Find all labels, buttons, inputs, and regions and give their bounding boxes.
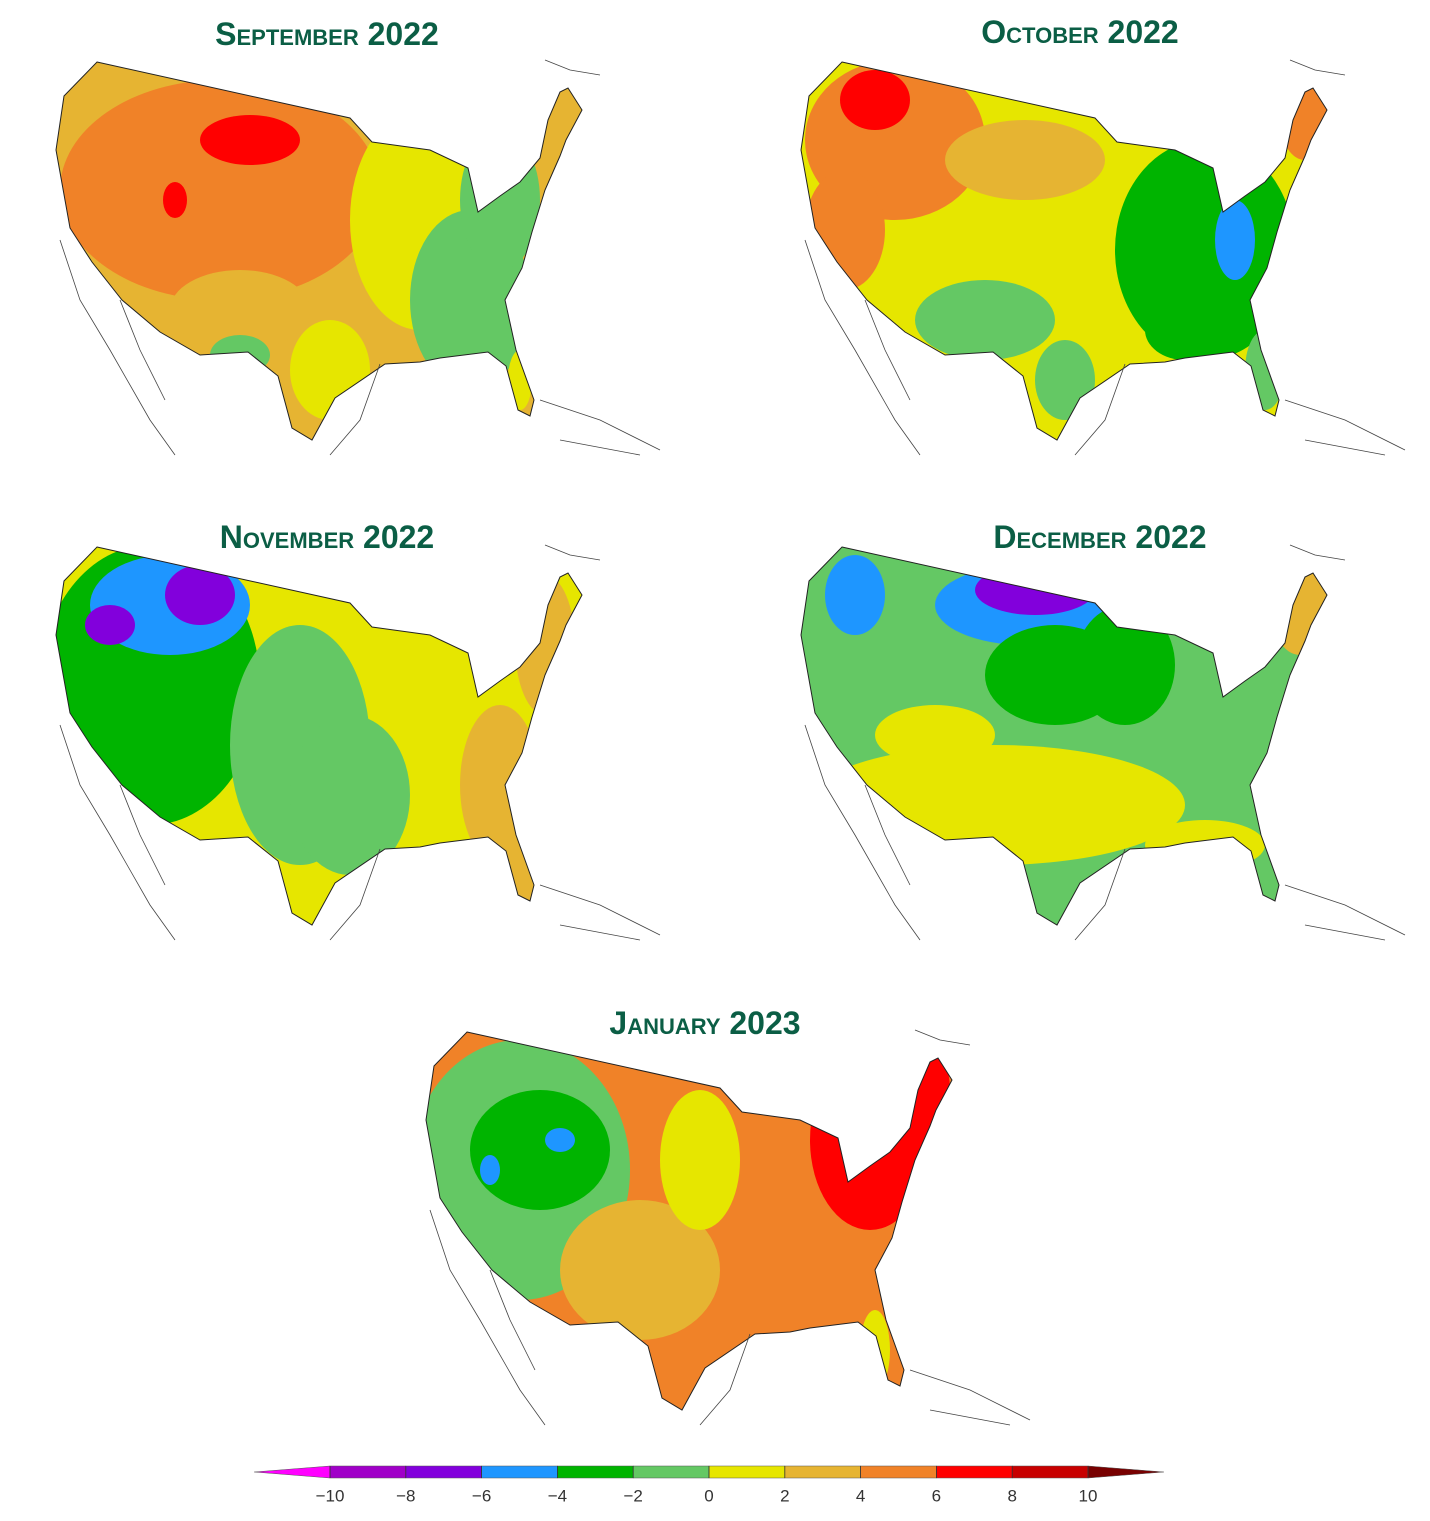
anomaly-patch — [200, 115, 300, 165]
map-panel: December 2022 — [800, 519, 1406, 941]
panel-title: December 2022 — [993, 519, 1206, 555]
anomaly-patch — [460, 130, 540, 270]
anomaly-patch — [165, 565, 235, 625]
anomaly-patch — [1270, 555, 1327, 655]
anomaly-patch — [60, 80, 380, 300]
colorbar-bin — [481, 1465, 558, 1479]
anomaly-patch — [1035, 340, 1095, 420]
anomaly-patch — [290, 320, 370, 420]
map-panel: October 2022 — [800, 14, 1406, 456]
anomaly-patch — [945, 120, 1105, 200]
colorbar-bin — [1011, 1465, 1089, 1479]
anomaly-patch — [508, 350, 532, 410]
anomaly-patch — [545, 1128, 575, 1152]
colorbar-tick-label: −10 — [316, 1486, 345, 1505]
colorbar-over — [1087, 1465, 1164, 1479]
colorbar-bin — [405, 1465, 482, 1479]
colorbar-bin — [708, 1465, 786, 1479]
anomaly-patch — [1145, 820, 1265, 870]
colorbar-tick-label: 6 — [932, 1486, 941, 1505]
colorbar-under — [254, 1465, 331, 1479]
anomaly-patch — [515, 575, 575, 715]
colorbar-bin — [860, 1465, 937, 1479]
anomaly-patch — [560, 1200, 720, 1340]
anomaly-patch — [860, 1310, 890, 1390]
coastline — [59, 59, 661, 456]
anomaly-patch — [1115, 140, 1295, 360]
colorbar-tick-label: −2 — [624, 1486, 643, 1505]
anomaly-patch — [210, 335, 270, 375]
anomaly-patch — [915, 280, 1055, 360]
anomaly-patch — [890, 1040, 950, 1140]
anomaly-patch — [875, 705, 995, 765]
anomaly-patch — [170, 270, 310, 350]
anomaly-patch — [840, 70, 910, 130]
colorbar-tick-label: 4 — [856, 1486, 865, 1505]
coastline — [804, 544, 1406, 941]
colorbar: −10 −8 −6 −4 −2 0 2 4 6 8 10 — [254, 1465, 1164, 1505]
map-panel: September 2022 — [55, 16, 661, 456]
colorbar-bin — [784, 1465, 861, 1479]
anomaly-patch — [480, 1155, 500, 1185]
coastline — [59, 544, 661, 941]
anomaly-patch — [290, 715, 410, 875]
colorbar-bin — [632, 1465, 710, 1479]
coastline — [429, 1029, 1031, 1426]
colorbar-bin — [936, 1465, 1013, 1479]
panels: September 2022 October 2022 November 2022 D… — [55, 14, 1406, 1426]
colorbar-tick-label: 2 — [780, 1486, 789, 1505]
colorbar-tick-label: 0 — [704, 1486, 713, 1505]
anomaly-field — [801, 547, 1327, 925]
anomaly-patch — [460, 705, 540, 865]
anomaly-field — [56, 62, 582, 440]
panel-title: January 2023 — [609, 1005, 800, 1041]
anomaly-patch — [1245, 330, 1285, 410]
anomaly-field — [56, 547, 582, 925]
panel-title: November 2022 — [220, 519, 434, 555]
coastline — [804, 59, 1406, 456]
anomaly-patch — [1075, 605, 1175, 725]
map-panel: November 2022 — [55, 519, 661, 941]
map-panel: January 2023 — [425, 1005, 1031, 1426]
anomaly-field — [426, 1032, 952, 1410]
anomaly-patch — [85, 605, 135, 645]
panel-title: September 2022 — [215, 16, 439, 52]
anomaly-patch — [1145, 300, 1225, 360]
anomaly-field — [801, 62, 1327, 440]
anomaly-patch — [470, 1090, 610, 1210]
anomaly-patch — [1215, 200, 1255, 280]
anomaly-patch — [810, 1050, 930, 1230]
anomaly-patch — [495, 840, 545, 910]
anomaly-patch — [660, 1090, 740, 1230]
panel-title: October 2022 — [981, 14, 1178, 50]
anomaly-patch — [163, 182, 187, 218]
colorbar-bin — [329, 1465, 407, 1479]
colorbar-bin — [557, 1465, 634, 1479]
colorbar-tick-label: −6 — [472, 1486, 491, 1505]
colorbar-tick-label: 8 — [1007, 1486, 1016, 1505]
anomaly-patch — [825, 555, 885, 635]
colorbar-tick-label: 10 — [1079, 1486, 1098, 1505]
colorbar-tick-label: −8 — [396, 1486, 415, 1505]
colorbar-tick-label: −4 — [548, 1486, 567, 1505]
